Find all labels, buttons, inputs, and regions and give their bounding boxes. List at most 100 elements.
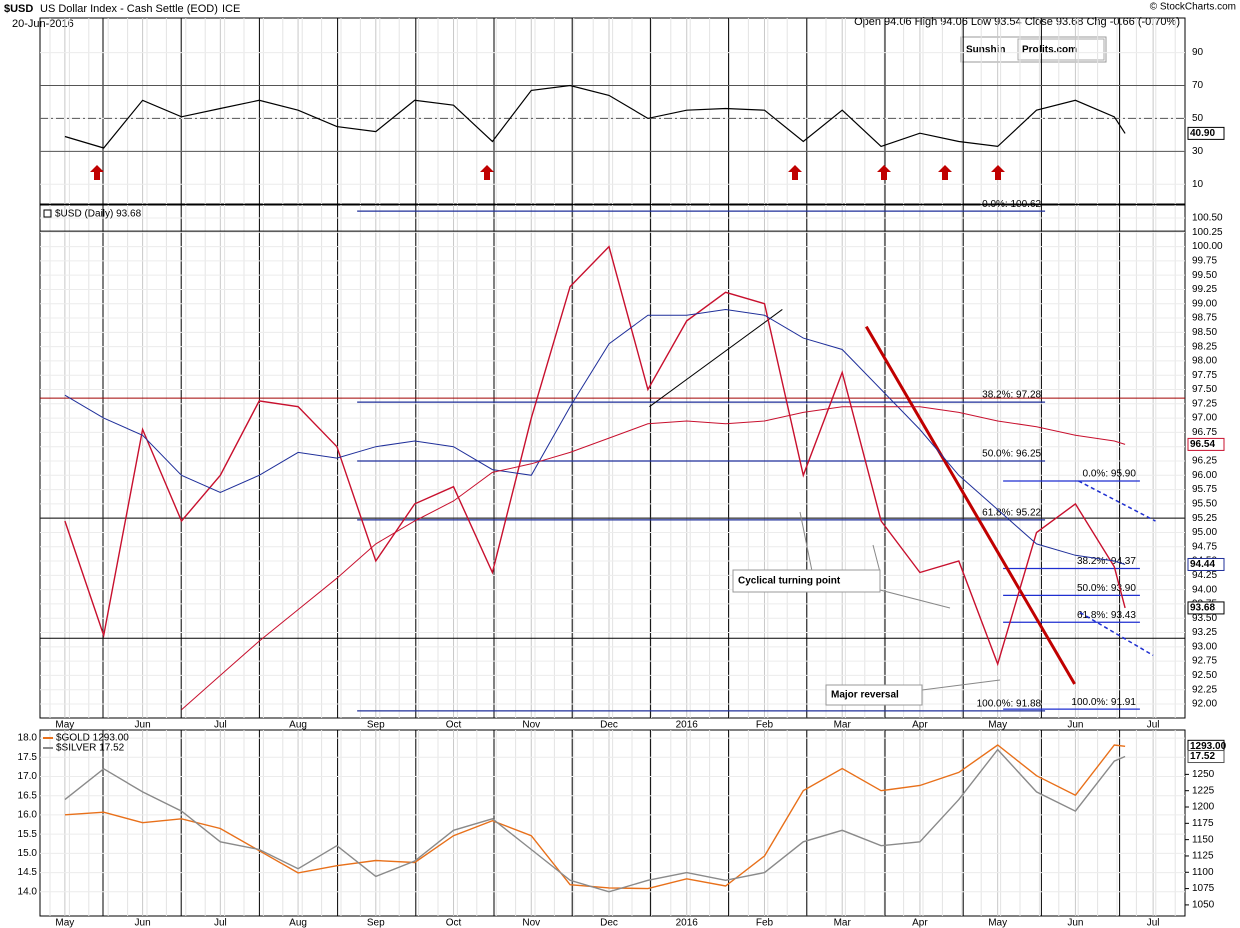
- value-tag: 93.68: [1190, 603, 1215, 614]
- y-tick-label: 17.0: [18, 771, 38, 782]
- series-line: [64, 245, 1126, 667]
- y2-tick-label: 1250: [1192, 769, 1215, 780]
- y-tick-label: 15.5: [18, 829, 38, 840]
- x-tick-label: Nov: [522, 918, 540, 928]
- y-tick-label: 95.00: [1192, 527, 1217, 538]
- y-tick-label: 96.25: [1192, 456, 1217, 467]
- callout-line: [921, 679, 1001, 691]
- x-tick-label: Feb: [756, 720, 774, 731]
- y2-tick-label: 1225: [1192, 785, 1215, 796]
- x-tick-label: Dec: [600, 918, 618, 928]
- legend-title: $USD (Daily) 93.68: [55, 209, 142, 220]
- y-tick-label: 97.25: [1192, 398, 1217, 409]
- symbol: $USD: [4, 3, 33, 15]
- fib-label: 61.8%: 93.43: [1077, 610, 1136, 621]
- x-tick-label: Aug: [289, 720, 307, 731]
- fib-label: 0.0%: 100.62: [982, 199, 1041, 210]
- x-tick-label: Dec: [600, 720, 618, 731]
- x-tick-label: May: [55, 918, 74, 928]
- x-tick-label: Jun: [135, 918, 151, 928]
- y-tick-label: 99.00: [1192, 298, 1217, 309]
- x-tick-label: May: [988, 720, 1007, 731]
- y-tick-label: 70: [1192, 80, 1204, 91]
- x-tick-label: Mar: [834, 918, 852, 928]
- arrow: [877, 165, 891, 180]
- y-tick-label: 96.75: [1192, 427, 1217, 438]
- y-tick-label: 16.5: [18, 790, 38, 801]
- y2-tick-label: 1175: [1192, 818, 1214, 829]
- y-tick-label: 98.50: [1192, 327, 1217, 338]
- trend-line: [1078, 480, 1156, 522]
- y-tick-label: 94.75: [1192, 541, 1217, 552]
- y-tick-label: 99.50: [1192, 270, 1217, 281]
- callouts: Cyclical turning point Major reversal: [732, 511, 1001, 706]
- callout-line: [799, 511, 951, 609]
- y-tick-label: 98.75: [1192, 313, 1217, 324]
- y-tick-label: 94.00: [1192, 584, 1217, 595]
- credit: © StockCharts.com: [1150, 2, 1236, 13]
- y2-tick-label: 1200: [1192, 802, 1215, 813]
- arrow: [788, 165, 802, 180]
- logo-left: Sunshin: [966, 45, 1005, 56]
- x-tick-label: Jul: [214, 720, 227, 731]
- trend-line: [865, 325, 1076, 685]
- value-tag-box: [1187, 557, 1225, 571]
- value-tag: 94.44: [1190, 559, 1215, 570]
- fib-label: 61.8%: 95.22: [982, 508, 1041, 519]
- annotation: Cyclical turning point: [738, 576, 841, 587]
- y-tick-label: 93.25: [1192, 627, 1217, 638]
- annotation-box: [732, 569, 881, 593]
- fib-label: 38.2%: 97.28: [982, 390, 1041, 401]
- y2-tick-label: 1100: [1192, 867, 1214, 878]
- legend-label: $SILVER 17.52: [56, 743, 125, 754]
- exchange: ICE: [222, 3, 240, 15]
- x-tick-label: Nov: [522, 720, 540, 731]
- fib-label: 38.2%: 94.37: [1077, 556, 1136, 567]
- value-tag: 40.90: [1190, 128, 1215, 139]
- fib-label: 50.0%: 96.25: [982, 449, 1041, 460]
- y-tick-label: 50: [1192, 113, 1204, 124]
- x-tick-label: Oct: [446, 720, 462, 731]
- value-tag-box: [1187, 437, 1225, 451]
- x-tick-label: 2016: [676, 918, 699, 928]
- y-tick-label: 18.0: [18, 733, 38, 744]
- y-tick-label: 99.75: [1192, 256, 1217, 267]
- value-tag: 17.52: [1190, 751, 1215, 762]
- arrow: [90, 165, 104, 180]
- value-tag-box: [1187, 750, 1225, 764]
- x-tick-label: Feb: [756, 918, 774, 928]
- y-tick-label: 97.75: [1192, 370, 1217, 381]
- y-tick-label: 14.0: [18, 886, 38, 897]
- value-tag-box: [1187, 601, 1225, 615]
- y-tick-label: 100.50: [1192, 213, 1223, 224]
- logo-right: Profits.com: [1022, 45, 1077, 56]
- value-tag-box: [1187, 126, 1225, 140]
- x-tick-label: Jul: [1147, 918, 1160, 928]
- y-tick-label: 95.75: [1192, 484, 1217, 495]
- x-tick-label: Sep: [367, 720, 385, 731]
- value-tag: 96.54: [1190, 439, 1215, 450]
- y2-tick-label: 1125: [1192, 851, 1214, 862]
- y-tick-label: 92.75: [1192, 656, 1217, 667]
- value-tag: 1293.00: [1190, 741, 1227, 752]
- y-tick-label: 94.25: [1192, 570, 1217, 581]
- y-tick-label: 10: [1192, 179, 1204, 190]
- plot: 10 30 50 70 90 40.90 May Jun Jul Aug Sep Oct Nov Dec 2…: [18, 17, 1227, 928]
- legend-icon: [43, 209, 52, 218]
- x-tick-label: May: [988, 918, 1007, 928]
- y-tick-label: 100.00: [1192, 241, 1223, 252]
- x-tick-label: May: [55, 720, 74, 731]
- series-line: [64, 748, 1126, 893]
- x-tick-label: 2016: [676, 720, 699, 731]
- y-tick-label: 93.00: [1192, 641, 1217, 652]
- x-tick-label: Jul: [214, 918, 227, 928]
- y-tick-label: 99.25: [1192, 284, 1217, 295]
- arrow: [480, 165, 494, 180]
- y-tick-label: 95.25: [1192, 513, 1217, 524]
- annotation: Major reversal: [831, 690, 899, 701]
- y2-tick-label: 1050: [1192, 900, 1215, 911]
- date: 20-Jun-2016: [12, 18, 74, 30]
- y-tick-label: 96.00: [1192, 470, 1217, 481]
- x-tick-label: Mar: [834, 720, 852, 731]
